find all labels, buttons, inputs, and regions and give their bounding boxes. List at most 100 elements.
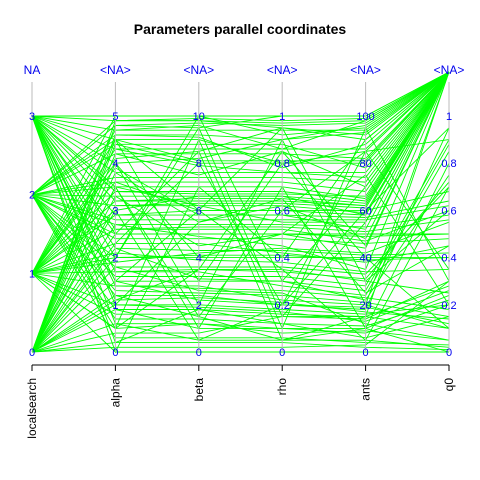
data-line-40 xyxy=(31,71,450,274)
tick-label-rho-3: 0.6 xyxy=(275,205,290,217)
data-lines xyxy=(31,71,450,354)
data-line-37 xyxy=(31,272,450,329)
data-line-86 xyxy=(31,126,450,330)
data-line-83 xyxy=(31,115,450,280)
data-line-75 xyxy=(31,115,450,233)
data-line-78 xyxy=(31,71,450,162)
data-line-59 xyxy=(31,194,450,318)
axis-label-q0: q0 xyxy=(442,378,456,392)
tick-label-localsearch-2: 2 xyxy=(29,190,35,202)
data-line-33 xyxy=(31,272,449,353)
data-line-97 xyxy=(31,71,450,329)
data-line-58 xyxy=(31,71,450,196)
data-line-64 xyxy=(32,71,450,117)
data-line-44 xyxy=(31,71,450,196)
axis-na-label-alpha: <NA> xyxy=(100,63,131,77)
data-line-98 xyxy=(31,150,450,318)
data-line-68 xyxy=(31,115,450,351)
tick-label-alpha-0: 0 xyxy=(112,347,118,359)
axis-label-ants: ants xyxy=(359,378,373,401)
data-line-63 xyxy=(31,186,450,275)
data-line-89 xyxy=(31,71,450,282)
tick-label-ants-0: 0 xyxy=(363,347,369,359)
tick-label-ants-1: 20 xyxy=(359,300,371,312)
axis-label-rho: rho xyxy=(275,378,289,396)
axis-label-beta: beta xyxy=(192,378,206,402)
data-line-24 xyxy=(31,71,450,274)
tick-label-rho-4: 0.8 xyxy=(275,158,290,170)
data-line-81 xyxy=(31,115,450,256)
data-line-69 xyxy=(31,71,450,150)
tick-label-ants-2: 40 xyxy=(359,253,371,265)
data-line-67 xyxy=(31,115,450,310)
tick-label-beta-1: 2 xyxy=(196,300,202,312)
axis-label-localsearch: localsearch xyxy=(25,378,39,439)
tick-label-alpha-5: 5 xyxy=(112,111,118,123)
data-line-79 xyxy=(31,115,450,322)
tick-label-localsearch-0: 0 xyxy=(29,347,35,359)
tick-label-beta-2: 4 xyxy=(196,253,202,265)
tick-label-localsearch-1: 1 xyxy=(29,268,35,280)
tick-label-alpha-4: 4 xyxy=(112,158,118,170)
data-line-54 xyxy=(31,71,450,196)
data-line-10 xyxy=(31,266,450,353)
data-line-49 xyxy=(31,71,450,196)
data-line-42 xyxy=(31,71,450,274)
data-line-77 xyxy=(31,115,450,320)
tick-label-ants-4: 80 xyxy=(359,158,371,170)
axis-label-alpha: alpha xyxy=(108,378,122,408)
tick-label-beta-5: 10 xyxy=(193,111,205,123)
tick-label-q0-3: 0.6 xyxy=(441,205,456,217)
data-line-45 xyxy=(31,71,450,196)
data-line-53 xyxy=(31,194,450,327)
tick-label-rho-2: 0.4 xyxy=(275,253,290,265)
data-line-47 xyxy=(31,194,450,318)
data-line-55 xyxy=(31,194,450,228)
tick-label-beta-3: 6 xyxy=(196,205,202,217)
axis-na-label-localsearch: NA xyxy=(24,63,41,77)
tick-label-alpha-3: 3 xyxy=(112,205,118,217)
tick-label-beta-4: 8 xyxy=(196,158,202,170)
data-line-96 xyxy=(31,138,450,353)
data-line-23 xyxy=(31,309,450,353)
data-line-4 xyxy=(31,316,450,353)
axes: NA 0 1 2 3 localsearch <NA> 0 1 2 3 4 5 alpha <NA> 0 2 4 6… xyxy=(24,63,465,439)
data-line-88 xyxy=(31,162,450,353)
data-line-21 xyxy=(31,268,450,353)
data-line-73 xyxy=(31,115,450,329)
data-line-16 xyxy=(31,127,450,353)
data-line-60 xyxy=(31,71,450,204)
tick-label-ants-5: 100 xyxy=(356,111,374,123)
data-line-82 xyxy=(31,71,450,124)
data-line-56 xyxy=(31,71,450,209)
axis-na-label-beta: <NA> xyxy=(183,63,214,77)
data-line-66 xyxy=(31,115,450,218)
tick-label-q0-0: 0 xyxy=(446,347,452,359)
data-line-80 xyxy=(31,71,450,197)
data-line-41 xyxy=(31,252,450,274)
tick-label-q0-4: 0.8 xyxy=(441,158,456,170)
data-line-52 xyxy=(31,139,450,287)
data-line-99 xyxy=(31,71,450,318)
tick-label-q0-1: 0.2 xyxy=(441,300,456,312)
data-line-6 xyxy=(31,71,450,353)
tick-label-rho-1: 0.2 xyxy=(275,300,290,312)
tick-label-q0-2: 0.4 xyxy=(441,253,456,265)
axis-na-label-rho: <NA> xyxy=(267,63,298,77)
data-line-50 xyxy=(31,194,450,244)
data-line-8 xyxy=(31,71,450,353)
data-line-62 xyxy=(31,71,450,196)
axis-na-label-ants: <NA> xyxy=(350,63,381,77)
tick-label-rho-5: 1 xyxy=(279,111,285,123)
tick-label-alpha-2: 2 xyxy=(112,253,118,265)
data-line-65 xyxy=(31,71,450,174)
data-line-74 xyxy=(31,71,450,131)
tick-label-q0-5: 1 xyxy=(446,111,452,123)
chart-title: Parameters parallel coordinates xyxy=(134,21,347,37)
tick-label-alpha-1: 1 xyxy=(112,300,118,312)
tick-label-ants-3: 60 xyxy=(359,205,371,217)
tick-label-localsearch-3: 3 xyxy=(29,111,35,123)
axis-na-label-q0: <NA> xyxy=(434,63,465,77)
tick-label-rho-0: 0 xyxy=(279,347,285,359)
